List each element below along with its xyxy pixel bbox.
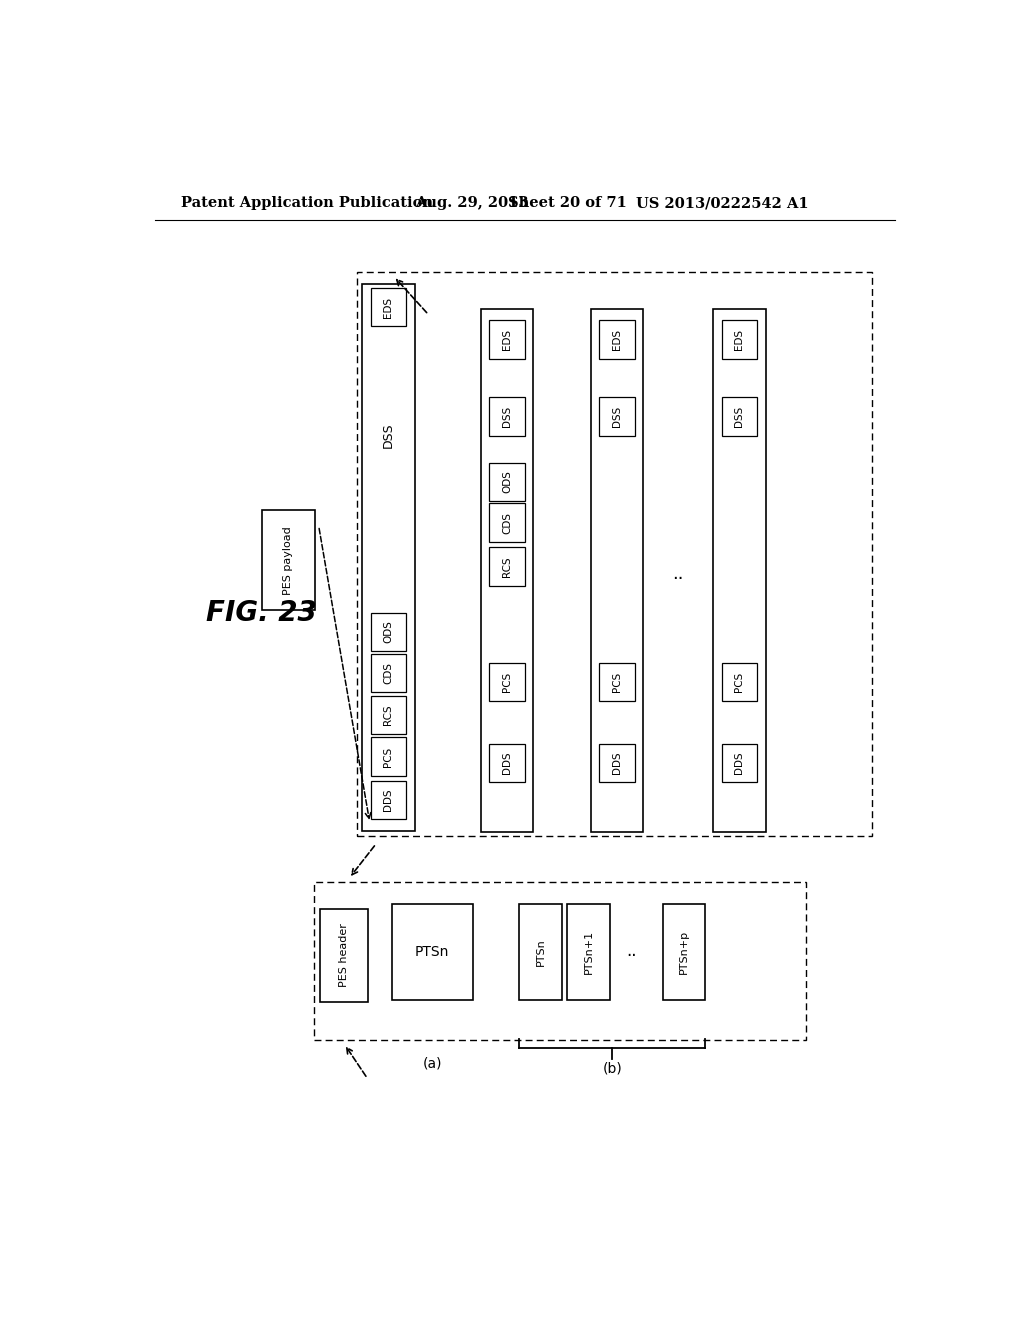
Text: ODS: ODS [502, 470, 512, 494]
Bar [722, 321, 758, 359]
Bar [599, 397, 635, 436]
Text: US 2013/0222542 A1: US 2013/0222542 A1 [636, 197, 808, 210]
Text: DDS: DDS [734, 751, 744, 774]
Text: PCS: PCS [383, 747, 393, 767]
Text: PES header: PES header [339, 924, 349, 987]
Text: ODS: ODS [383, 620, 393, 643]
Bar [663, 904, 706, 1001]
Bar [371, 288, 407, 326]
Bar [567, 904, 610, 1001]
Text: DDS: DDS [612, 751, 622, 774]
Bar [356, 272, 872, 836]
Bar [713, 309, 766, 832]
Text: EDS: EDS [502, 329, 512, 350]
Bar [519, 904, 562, 1001]
Bar [599, 663, 635, 701]
Bar [489, 321, 525, 359]
Bar [591, 309, 643, 832]
Text: RCS: RCS [383, 705, 393, 726]
Text: CDS: CDS [383, 661, 393, 684]
Text: DDS: DDS [383, 788, 393, 810]
Text: DSS: DSS [382, 422, 395, 449]
Bar [722, 397, 758, 436]
Text: FIG. 23: FIG. 23 [206, 599, 316, 627]
Bar [391, 904, 473, 1001]
Bar [489, 503, 525, 543]
Text: RCS: RCS [502, 556, 512, 577]
Bar [371, 780, 407, 818]
Text: PTSn+p: PTSn+p [679, 929, 689, 974]
Text: (a): (a) [423, 1056, 442, 1071]
Bar [371, 738, 407, 776]
Text: Patent Application Publication: Patent Application Publication [180, 197, 433, 210]
Text: ..: .. [627, 942, 637, 961]
Bar [489, 743, 525, 781]
Bar [480, 309, 534, 832]
Bar [489, 548, 525, 586]
Text: Aug. 29, 2013: Aug. 29, 2013 [415, 197, 528, 210]
Text: PES payload: PES payload [284, 525, 294, 595]
Bar [362, 284, 415, 830]
Text: EDS: EDS [734, 329, 744, 350]
Text: Sheet 20 of 71: Sheet 20 of 71 [508, 197, 627, 210]
Bar [321, 909, 369, 1002]
Text: PCS: PCS [734, 672, 744, 692]
Text: PCS: PCS [502, 672, 512, 692]
Bar [314, 882, 806, 1040]
Text: PTSn: PTSn [536, 939, 546, 966]
Text: DSS: DSS [502, 405, 512, 426]
Text: PTSn+1: PTSn+1 [584, 929, 594, 974]
Text: PTSn: PTSn [415, 945, 450, 958]
Bar [371, 653, 407, 692]
Text: DSS: DSS [734, 405, 744, 426]
Bar [722, 663, 758, 701]
Text: DDS: DDS [502, 751, 512, 774]
Text: CDS: CDS [502, 512, 512, 533]
Bar [722, 743, 758, 781]
Text: PCS: PCS [612, 672, 622, 692]
Text: EDS: EDS [383, 297, 393, 318]
Bar [371, 696, 407, 734]
Text: EDS: EDS [612, 329, 622, 350]
Bar [599, 743, 635, 781]
Bar [489, 462, 525, 502]
Text: (b): (b) [602, 1061, 623, 1076]
Bar [599, 321, 635, 359]
Bar [489, 663, 525, 701]
Bar [371, 612, 407, 651]
Bar [262, 511, 314, 610]
Bar [489, 397, 525, 436]
Text: DSS: DSS [612, 405, 622, 426]
Text: ..: .. [673, 565, 684, 583]
